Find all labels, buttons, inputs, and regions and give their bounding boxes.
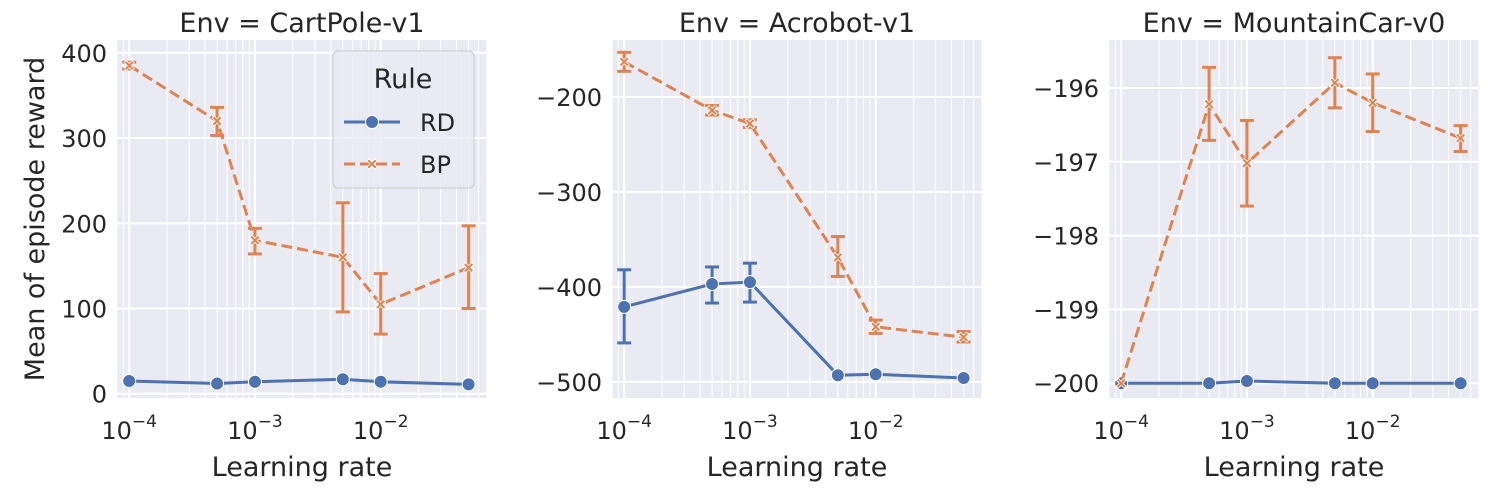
- y-tick-label: −400: [536, 274, 602, 302]
- legend-marker: [365, 115, 379, 129]
- y-tick-label: −200: [536, 84, 602, 112]
- legend: Rule RD BP: [332, 50, 475, 189]
- chart-title: Env = Acrobot-v1: [679, 8, 915, 39]
- y-tick-label: −199: [1033, 296, 1099, 324]
- data-point-rd: [830, 368, 845, 383]
- chart-title: Env = CartPole-v1: [179, 8, 424, 39]
- x-tick-label: 10−2: [353, 412, 409, 445]
- data-point-rd: [1453, 376, 1468, 391]
- data-point-bp: [618, 56, 630, 68]
- y-tick-label: 300: [61, 125, 107, 153]
- y-tick-label: 200: [61, 210, 107, 238]
- legend-entry-rd: RD: [344, 109, 455, 137]
- data-point-rd: [1327, 376, 1342, 391]
- series-bp: [122, 60, 476, 336]
- chart-panel-2: Env = Acrobot-v1 10−4 10−3 10−2 Learning rat…: [536, 8, 983, 483]
- y-tick-label: −198: [1033, 223, 1099, 251]
- data-point-rd: [461, 377, 476, 392]
- series-bp: [617, 50, 971, 344]
- data-point-bp: [744, 117, 756, 130]
- legend-marker: [366, 158, 378, 170]
- grid: [116, 40, 488, 398]
- data-point-rd: [1239, 374, 1254, 389]
- data-point-rd: [868, 367, 883, 382]
- data-point-bp: [249, 234, 261, 246]
- x-tick-label: 10−3: [722, 412, 778, 445]
- data-point-rd: [617, 299, 632, 314]
- series-line-rd: [623, 280, 964, 380]
- x-tick-label: 10−4: [1093, 412, 1149, 445]
- data-point-rd: [742, 275, 757, 290]
- y-tick-label: −197: [1033, 149, 1099, 177]
- chart-panel-3: Env = MountainCar-v0 10−4 10−3 10−2 Learning…: [1033, 8, 1480, 483]
- data-point-rd: [1365, 376, 1380, 391]
- x-tick-label: 10−4: [596, 412, 652, 445]
- legend-title: Rule: [374, 64, 433, 95]
- series-bp: [1115, 56, 1468, 389]
- data-point-rd: [705, 277, 720, 292]
- plot-area: [1109, 40, 1479, 398]
- data-point-rd: [373, 374, 388, 389]
- data-point-bp: [958, 331, 970, 343]
- data-point-bp: [463, 262, 475, 274]
- data-point-rd: [122, 373, 137, 388]
- y-axis-label: Mean of episode reward: [20, 57, 51, 381]
- data-point-bp: [706, 104, 718, 116]
- y-tick-label: 0: [92, 381, 107, 409]
- y-tick-label: −300: [536, 179, 602, 207]
- legend-entry-bp: BP: [344, 151, 451, 179]
- y-tick-label: 400: [61, 40, 107, 68]
- x-tick-label: 10−3: [227, 412, 283, 445]
- data-point-rd: [1202, 376, 1217, 391]
- x-axis-label: Learning rate: [1204, 452, 1385, 483]
- data-point-rd: [210, 376, 225, 391]
- legend-label: RD: [420, 109, 455, 137]
- data-point-rd: [247, 374, 262, 389]
- data-point-bp: [211, 115, 223, 127]
- x-axis-label: Learning rate: [212, 452, 393, 483]
- series-line-bp: [1119, 80, 1462, 384]
- data-point-bp: [832, 251, 844, 264]
- data-point-bp: [375, 298, 387, 310]
- data-point-bp: [870, 321, 882, 333]
- legend-label: BP: [420, 151, 451, 179]
- series-rd: [122, 372, 476, 392]
- data-point-bp: [123, 60, 135, 72]
- data-point-bp: [1241, 157, 1253, 169]
- data-point-bp: [1115, 377, 1127, 389]
- y-tick-label: 100: [61, 296, 107, 324]
- data-point-bp: [1367, 97, 1379, 109]
- legend-box: [332, 50, 475, 189]
- series-line-rd: [129, 377, 469, 386]
- x-tick-label: 10−3: [1219, 412, 1275, 445]
- series-line-bp: [623, 60, 964, 339]
- x-tick-label: 10−2: [1345, 412, 1401, 445]
- data-point-rd: [335, 372, 350, 387]
- grid: [611, 40, 983, 398]
- series-rd: [617, 261, 971, 386]
- series-line-rd: [1121, 379, 1461, 385]
- y-tick-label: −500: [536, 369, 602, 397]
- plot-area: [612, 40, 982, 398]
- data-point-rd: [956, 371, 971, 386]
- y-tick-label: −200: [1033, 370, 1099, 398]
- data-point-bp: [1329, 77, 1341, 89]
- chart-title: Env = MountainCar-v0: [1143, 8, 1446, 39]
- y-tick-label: −196: [1033, 75, 1099, 103]
- grid: [1108, 40, 1480, 398]
- x-tick-label: 10−4: [101, 412, 157, 445]
- x-axis-label: Learning rate: [707, 452, 888, 483]
- data-point-bp: [1455, 132, 1467, 144]
- data-point-bp: [337, 251, 349, 263]
- x-tick-label: 10−2: [848, 412, 904, 445]
- data-point-bp: [1203, 98, 1215, 110]
- series-line-bp: [128, 64, 470, 307]
